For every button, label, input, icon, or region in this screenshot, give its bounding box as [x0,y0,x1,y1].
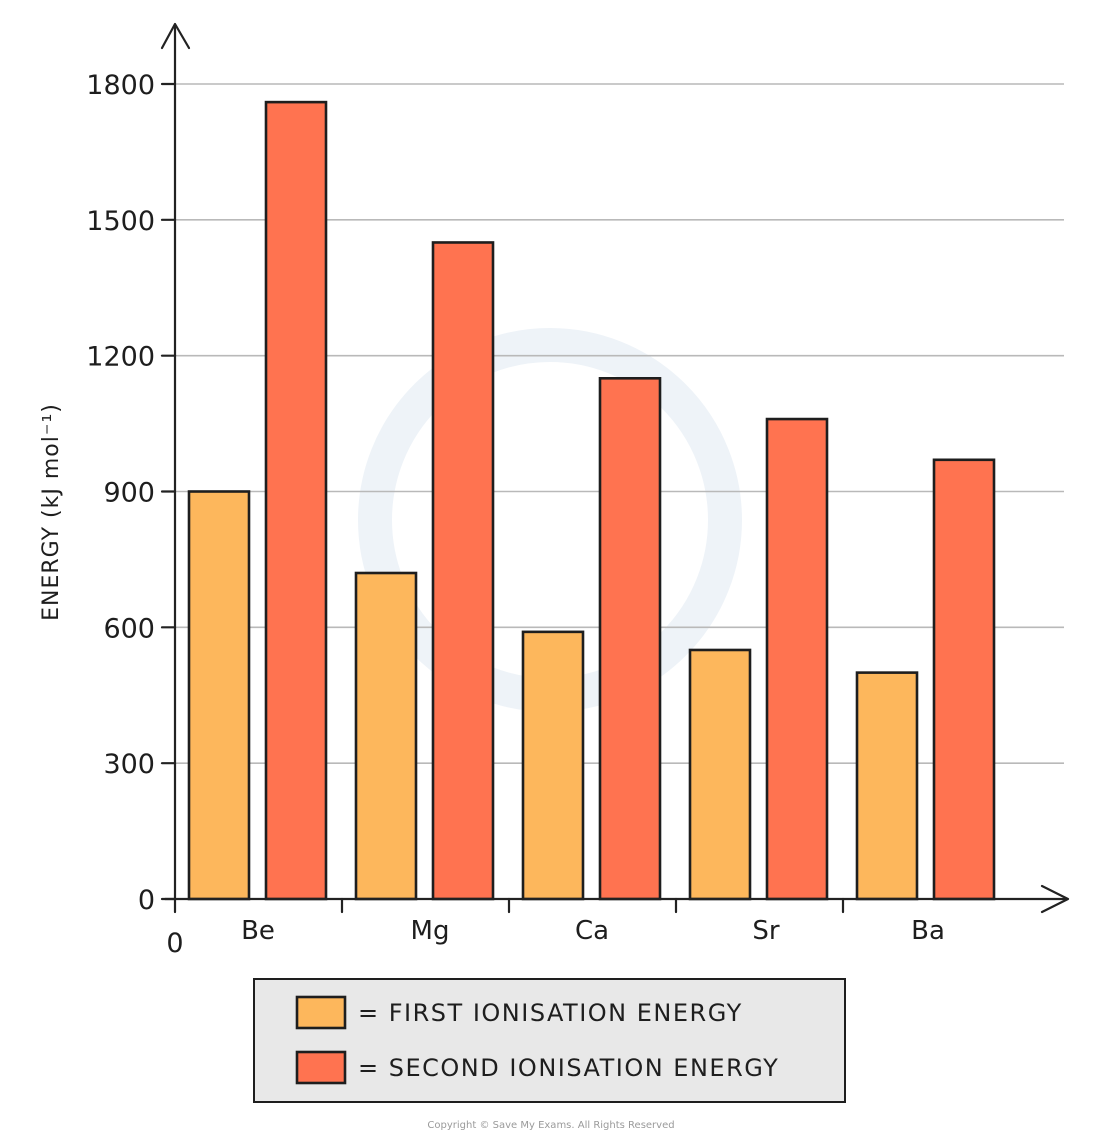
y-tick-label: 600 [103,613,155,644]
legend: = FIRST IONISATION ENERGY = SECOND IONIS… [253,978,846,1103]
legend-label-first: = FIRST IONISATION ENERGY [358,999,743,1027]
bar-be-first [187,490,251,901]
y-tick-label: 1200 [86,342,155,373]
y-tick-label: 1800 [86,70,155,101]
x-category-label: Sr [752,916,780,946]
axes [160,22,1070,914]
bar-mg-first [354,571,418,901]
bar-ca-first [521,630,585,901]
legend-box [253,978,846,1103]
x-category-label: Ca [575,916,609,946]
y-tick-label: 1500 [86,206,155,237]
bars [187,100,996,901]
bar-ca-second [598,377,662,901]
origin-label: 0 [166,928,183,959]
x-category-label: Be [241,916,275,946]
y-tick-label: 0 [138,885,155,916]
y-axis-label: ENERGY (kJ mol⁻¹) [39,403,64,621]
x-category-labels: Be Mg Ca Sr Ba [241,916,945,946]
bar-sr-first [688,648,752,901]
y-tick-label: 300 [103,749,155,780]
x-category-label: Mg [411,916,450,946]
legend-swatch-first [295,995,347,1030]
legend-swatch-second [295,1050,347,1085]
y-axis-arrow [160,22,191,50]
x-axis-arrow [1040,884,1070,914]
x-category-label: Ba [911,916,945,946]
copyright-text: Copyright © Save My Exams. All Rights Re… [427,1120,674,1131]
bar-sr-second [765,417,829,901]
y-tick-labels: 0 300 600 900 1200 1500 1800 [86,70,155,916]
bar-be-second [264,100,328,901]
legend-label-second: = SECOND IONISATION ENERGY [358,1054,779,1082]
bar-ba-first [855,671,919,901]
bar-ba-second [932,458,996,901]
bar-mg-second [431,241,495,901]
y-tick-label: 900 [103,478,155,509]
